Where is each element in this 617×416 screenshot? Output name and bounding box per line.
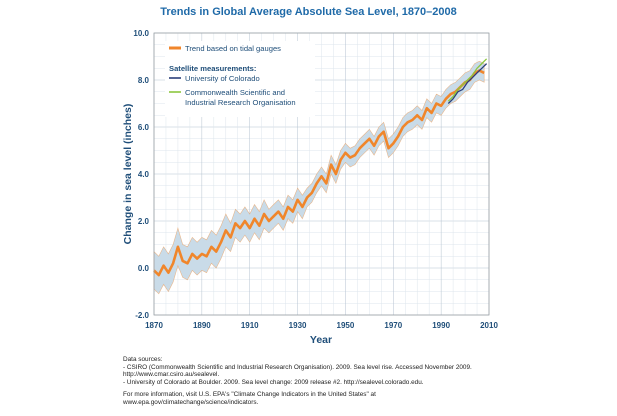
x-tick-label: 1970: [384, 321, 402, 330]
x-tick-label: 1930: [289, 321, 307, 330]
footnote-line: For more information, visit U.S. EPA's "…: [123, 391, 376, 399]
legend-label: Trend based on tidal gauges: [185, 44, 281, 53]
legend-label: Industrial Research Organisation: [185, 98, 296, 107]
x-tick-label: 1990: [432, 321, 450, 330]
x-tick-labels: 1870 1890 1910 1930 1950 1970 1990 2010: [145, 321, 498, 330]
footnote-line: - University of Colorado at Boulder. 200…: [123, 378, 424, 386]
x-axis-label: Year: [310, 334, 332, 346]
plot-frame: [153, 32, 490, 316]
tidal-gauge-uncertainty-band: [153, 60, 485, 295]
y-tick-label: 4.0: [138, 170, 150, 179]
y-tick-label: 0.0: [138, 264, 150, 273]
y-tick-label: -2.0: [135, 311, 149, 320]
tidal-gauge-trend-line: [153, 69, 485, 277]
x-tick-label: 1870: [145, 321, 163, 330]
y-tick-label: 2.0: [138, 217, 150, 226]
footnote-line: http://www.cmar.csiro.au/sealevel.: [123, 371, 220, 379]
legend-label: University of Colorado: [185, 74, 260, 83]
footnote-line: Data sources:: [123, 356, 163, 363]
sea-level-chart: -2.0 0.0 2.0 4.0 6.0 8.0 10.0 1870 1890 1910 1930…: [122, 29, 498, 346]
y-tick-label: 6.0: [138, 123, 150, 132]
university-of-colorado-line: [447, 63, 488, 104]
uncertainty-band-layer: [153, 60, 485, 295]
y-tick-label: 8.0: [138, 76, 150, 85]
chart-title: Trends in Global Average Absolute Sea Le…: [160, 6, 457, 18]
legend-box: [165, 41, 315, 117]
x-tick-label: 1890: [193, 321, 211, 330]
y-axis-label: Change in sea level (inches): [122, 104, 134, 245]
legend: Trend based on tidal gauges Satellite mea…: [165, 41, 315, 117]
x-tick-label: 1950: [337, 321, 355, 330]
x-tick-label: 2010: [480, 321, 498, 330]
series-lines: [153, 58, 488, 277]
footnote-line: - CSIRO (Commonwealth Scientific and Ind…: [123, 363, 472, 371]
legend-header: Satellite measurements:: [169, 64, 256, 73]
data-sources-footnotes: Data sources: - CSIRO (Commonwealth Scie…: [123, 356, 613, 407]
y-tick-label: 10.0: [133, 29, 149, 38]
y-tick-labels: -2.0 0.0 2.0 4.0 6.0 8.0 10.0: [133, 29, 149, 320]
legend-label: Commonwealth Scientific and: [185, 88, 285, 97]
csiro-line: [447, 58, 488, 102]
footnote-line: www.epa.gov/climatechange/science/indica…: [123, 398, 259, 406]
x-tick-label: 1910: [241, 321, 259, 330]
